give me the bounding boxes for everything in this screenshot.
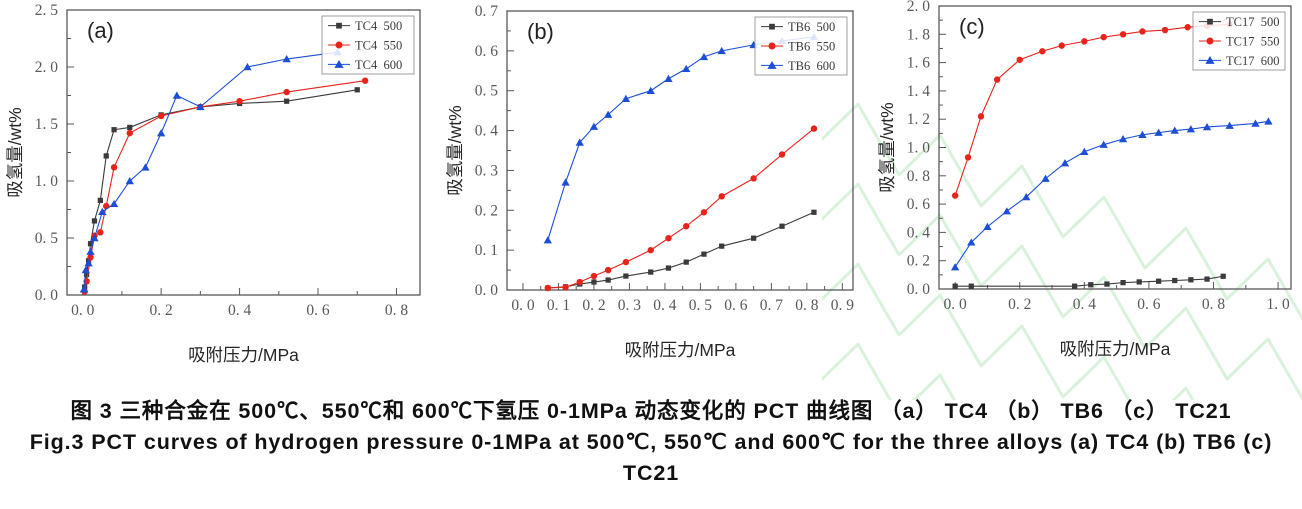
svg-text:0. 0: 0. 0 — [35, 287, 59, 304]
svg-text:(a): (a) — [87, 18, 114, 43]
svg-text:吸氢量/wt%: 吸氢量/wt% — [877, 102, 897, 192]
svg-text:0. 6: 0. 6 — [306, 302, 330, 319]
svg-text:TC17 600: TC17 600 — [1226, 54, 1279, 68]
svg-text:0. 0: 0. 0 — [907, 281, 931, 298]
svg-text:TC17 550: TC17 550 — [1226, 35, 1279, 49]
svg-text:0. 5: 0. 5 — [475, 83, 499, 100]
svg-text:0. 8: 0. 8 — [907, 168, 931, 185]
svg-text:0. 7: 0. 7 — [475, 3, 499, 20]
svg-text:TB6 600: TB6 600 — [788, 59, 835, 73]
svg-text:0. 2: 0. 2 — [475, 202, 498, 219]
svg-text:0. 5: 0. 5 — [689, 297, 713, 314]
svg-text:0. 4: 0. 4 — [228, 302, 252, 319]
svg-text:TC4 500: TC4 500 — [355, 19, 402, 33]
svg-text:0. 3: 0. 3 — [475, 162, 499, 179]
svg-text:0. 2: 0. 2 — [582, 297, 605, 314]
svg-text:1. 0: 1. 0 — [35, 173, 59, 190]
svg-text:0. 2: 0. 2 — [907, 253, 930, 270]
svg-text:TC17 500: TC17 500 — [1226, 15, 1279, 29]
svg-text:0. 4: 0. 4 — [653, 297, 677, 314]
svg-text:0. 0: 0. 0 — [511, 297, 535, 314]
svg-text:1. 0: 1. 0 — [1266, 296, 1290, 313]
svg-text:(b): (b) — [527, 19, 554, 44]
svg-text:吸氢量/wt%: 吸氢量/wt% — [445, 105, 465, 195]
svg-text:0. 1: 0. 1 — [547, 297, 570, 314]
svg-text:吸附压力/MPa: 吸附压力/MPa — [188, 345, 299, 365]
svg-text:0. 9: 0. 9 — [831, 297, 855, 314]
svg-text:0. 6: 0. 6 — [907, 196, 931, 213]
svg-text:1. 5: 1. 5 — [35, 116, 59, 133]
svg-text:2. 0: 2. 0 — [907, 0, 931, 15]
svg-text:0. 4: 0. 4 — [1073, 296, 1097, 313]
svg-text:0. 3: 0. 3 — [618, 297, 642, 314]
svg-text:0. 0: 0. 0 — [71, 302, 95, 319]
svg-text:0. 6: 0. 6 — [1137, 296, 1161, 313]
svg-text:吸附压力/MPa: 吸附压力/MPa — [625, 340, 736, 360]
svg-text:TC4 600: TC4 600 — [355, 58, 402, 72]
svg-text:2. 5: 2. 5 — [35, 2, 59, 19]
svg-text:(c): (c) — [959, 14, 985, 39]
svg-text:1. 4: 1. 4 — [907, 83, 931, 100]
svg-text:1. 0: 1. 0 — [907, 140, 931, 157]
svg-text:吸附压力/MPa: 吸附压力/MPa — [1060, 339, 1171, 359]
svg-text:TC4 550: TC4 550 — [355, 39, 402, 53]
svg-text:0. 2: 0. 2 — [150, 302, 173, 319]
svg-text:0. 6: 0. 6 — [475, 43, 499, 60]
svg-text:TB6 550: TB6 550 — [788, 40, 835, 54]
svg-text:0. 2: 0. 2 — [1008, 296, 1031, 313]
svg-text:0. 8: 0. 8 — [1202, 296, 1226, 313]
svg-text:0. 5: 0. 5 — [35, 230, 59, 247]
svg-text:0. 8: 0. 8 — [795, 297, 819, 314]
svg-text:TB6 500: TB6 500 — [788, 20, 835, 34]
svg-text:1. 2: 1. 2 — [907, 111, 930, 128]
svg-text:0. 8: 0. 8 — [385, 302, 409, 319]
svg-text:0. 7: 0. 7 — [760, 297, 784, 314]
svg-text:0. 0: 0. 0 — [475, 282, 499, 299]
svg-text:1. 6: 1. 6 — [907, 55, 931, 72]
svg-text:0. 6: 0. 6 — [724, 297, 748, 314]
svg-text:吸氢量/wt%: 吸氢量/wt% — [5, 107, 25, 197]
svg-text:2. 0: 2. 0 — [35, 59, 59, 76]
svg-text:0. 4: 0. 4 — [475, 123, 499, 140]
svg-text:0. 1: 0. 1 — [475, 242, 498, 259]
svg-text:0. 4: 0. 4 — [907, 224, 931, 241]
svg-text:0. 0: 0. 0 — [944, 296, 968, 313]
svg-text:1. 8: 1. 8 — [907, 26, 931, 43]
